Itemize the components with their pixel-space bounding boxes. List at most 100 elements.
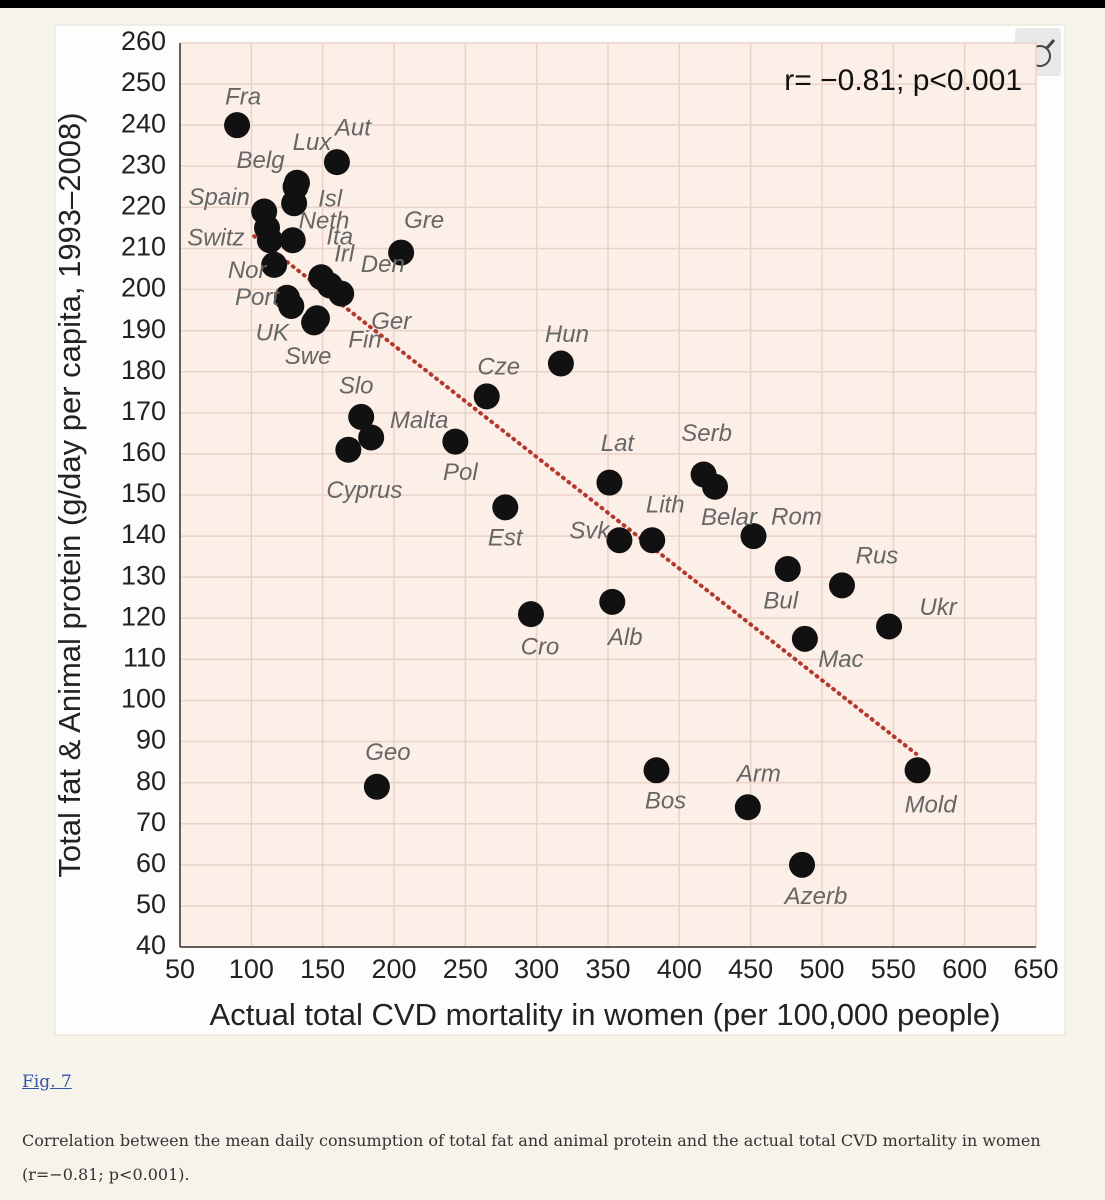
- y-tick-label: 70: [136, 807, 166, 837]
- y-tick-label: 260: [121, 26, 166, 56]
- y-tick-label: 230: [121, 149, 166, 179]
- point: [388, 239, 415, 266]
- point: [639, 527, 666, 554]
- point: [740, 523, 767, 550]
- point-label: Pol: [443, 459, 478, 486]
- point: [261, 251, 288, 278]
- y-tick-label: 90: [136, 725, 166, 755]
- point-label: Alb: [606, 624, 643, 651]
- y-tick-label: 180: [121, 355, 166, 385]
- point-label: Rom: [771, 503, 822, 530]
- x-tick-label: 450: [728, 954, 773, 984]
- point: [606, 527, 633, 554]
- x-tick-label: 50: [165, 954, 195, 984]
- point-label: Fin: [348, 327, 381, 354]
- point-label: Lux: [293, 129, 333, 156]
- point-label: Den: [361, 251, 405, 278]
- x-tick-label: 350: [585, 954, 630, 984]
- point: [702, 473, 728, 500]
- x-tick-label: 600: [942, 954, 987, 984]
- y-tick-label: 250: [121, 67, 166, 97]
- point-label: Est: [488, 525, 524, 552]
- point: [279, 227, 306, 254]
- point-label: Cze: [477, 354, 520, 381]
- point-label: Aut: [333, 115, 372, 142]
- point: [348, 403, 375, 430]
- y-tick-label: 240: [121, 108, 166, 138]
- y-tick-label: 160: [121, 437, 166, 467]
- point-label: Arm: [735, 761, 781, 788]
- point: [791, 625, 818, 652]
- y-tick-label: 100: [121, 684, 166, 714]
- zoom-handle: [1045, 39, 1056, 49]
- y-tick-label: 190: [121, 314, 166, 344]
- point: [734, 794, 761, 821]
- figure-link[interactable]: Fig. 7: [22, 1072, 72, 1092]
- point: [596, 469, 623, 496]
- point: [828, 572, 855, 599]
- point: [643, 757, 670, 784]
- x-tick-label: 500: [799, 954, 844, 984]
- point-label: Ger: [371, 308, 412, 335]
- point-label: Isl: [318, 186, 343, 213]
- point: [256, 227, 283, 254]
- point-label: Hun: [545, 321, 589, 348]
- point: [904, 757, 931, 784]
- point-label: Rus: [856, 543, 899, 570]
- y-tick-label: 140: [121, 519, 166, 549]
- point-label: Mold: [905, 792, 958, 819]
- x-tick-label: 150: [300, 954, 345, 984]
- point-label: Svk: [569, 518, 611, 545]
- point: [442, 428, 469, 455]
- point-label: Gre: [404, 207, 444, 234]
- x-axis-label: Actual total CVD mortality in women (per…: [210, 997, 1001, 1032]
- caption: Correlation between the mean daily consu…: [22, 1131, 1041, 1184]
- point: [335, 436, 362, 463]
- point-label: Mac: [818, 646, 863, 673]
- y-tick-label: 210: [121, 232, 166, 262]
- point-label: Geo: [365, 739, 410, 766]
- point-label: Cyprus: [326, 477, 402, 504]
- annotation: r= −0.81; p<0.001: [784, 64, 1022, 97]
- y-tick-label: 200: [121, 273, 166, 303]
- point-label: Spain: [188, 184, 249, 211]
- point: [473, 383, 500, 410]
- point-label: Fra: [225, 84, 261, 111]
- point-label: Serb: [681, 420, 732, 447]
- point-label: Azerb: [783, 883, 848, 910]
- y-tick-label: 60: [136, 848, 166, 878]
- point-label: Lith: [646, 492, 685, 519]
- point-label: Swe: [285, 343, 332, 370]
- y-tick-label: 110: [123, 642, 166, 672]
- point: [547, 350, 574, 377]
- point-label: Lat: [601, 430, 636, 457]
- point-label: Slo: [339, 372, 374, 399]
- point: [323, 149, 350, 176]
- point: [224, 112, 251, 139]
- y-tick-label: 80: [136, 766, 166, 796]
- x-tick-label: 100: [229, 954, 274, 984]
- point-label: Bos: [645, 788, 686, 815]
- point: [789, 851, 816, 878]
- x-tick-label: 250: [443, 954, 488, 984]
- y-tick-label: 50: [136, 889, 166, 919]
- x-tick-label: 650: [1013, 954, 1058, 984]
- point-label: Ukr: [919, 594, 957, 621]
- y-tick-label: 150: [121, 478, 166, 508]
- point: [281, 190, 308, 217]
- point: [358, 424, 385, 451]
- y-tick-label: 170: [121, 396, 166, 426]
- point-label: Port: [235, 284, 280, 311]
- point-label: Irl: [334, 241, 355, 268]
- point: [278, 292, 305, 319]
- trend-line: [252, 234, 919, 756]
- point: [517, 601, 544, 628]
- point-label: UK: [256, 319, 290, 346]
- point-label: Neth: [299, 207, 350, 234]
- point-label: Malta: [390, 407, 449, 434]
- point: [363, 773, 390, 800]
- point-label: Belg: [237, 147, 286, 174]
- point: [492, 494, 519, 521]
- chart: 4050607080901001101201301401501601701801…: [52, 24, 1066, 1036]
- y-axis-label: Total fat & Animal protein (g/day per ca…: [52, 112, 87, 877]
